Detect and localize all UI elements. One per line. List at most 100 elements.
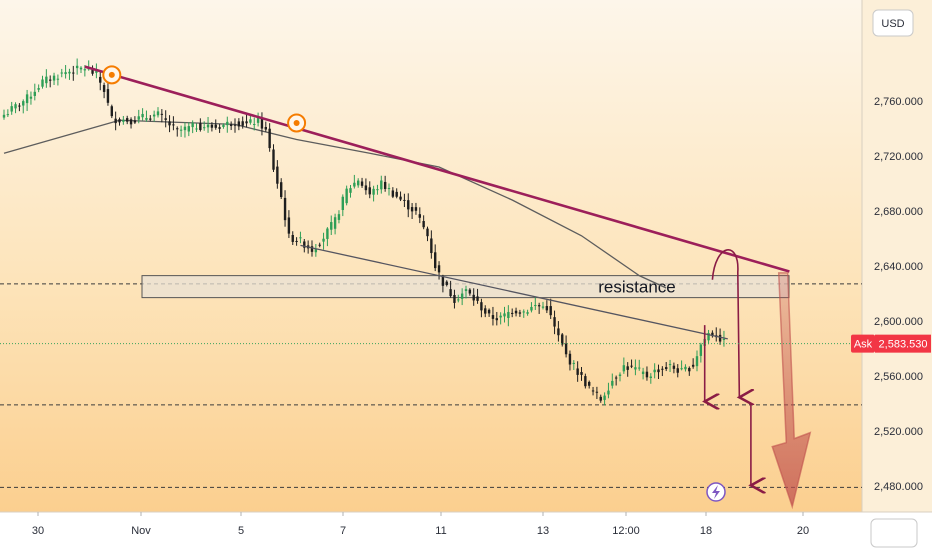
candle bbox=[630, 359, 633, 369]
current-price-value: 2,583.530 bbox=[879, 339, 928, 351]
candle bbox=[199, 118, 202, 132]
candle bbox=[407, 193, 410, 218]
candle bbox=[283, 190, 287, 227]
currency-label: USD bbox=[881, 18, 904, 30]
candle bbox=[626, 362, 629, 377]
candle bbox=[337, 210, 341, 224]
curved-arrow[interactable] bbox=[711, 249, 739, 398]
lightning-icon[interactable] bbox=[706, 482, 726, 502]
signal-marker-1[interactable] bbox=[287, 113, 307, 133]
candle bbox=[580, 366, 583, 381]
candle bbox=[79, 66, 83, 73]
candle bbox=[414, 202, 418, 215]
time-tick-label: 12:00 bbox=[612, 525, 640, 537]
time-tick-label: 7 bbox=[340, 525, 346, 537]
candle bbox=[172, 116, 175, 131]
candle bbox=[445, 280, 448, 287]
candle bbox=[665, 362, 668, 372]
candles-layer bbox=[2, 58, 726, 406]
time-tick-label: 18 bbox=[700, 525, 712, 537]
candle bbox=[256, 112, 260, 127]
candle bbox=[152, 110, 156, 122]
candle bbox=[588, 380, 591, 389]
price-tick-label: 2,480.000 bbox=[874, 481, 923, 493]
candle bbox=[60, 68, 63, 78]
candle bbox=[214, 119, 217, 130]
candle bbox=[453, 289, 456, 309]
candle bbox=[387, 183, 391, 196]
candle bbox=[33, 83, 36, 101]
candle bbox=[530, 302, 533, 313]
candle bbox=[661, 366, 664, 377]
candle bbox=[203, 121, 206, 131]
candle bbox=[476, 288, 479, 304]
candle bbox=[691, 358, 695, 369]
candle bbox=[553, 310, 556, 335]
axis-corner[interactable] bbox=[870, 518, 918, 548]
candle bbox=[364, 178, 368, 195]
candle bbox=[237, 118, 241, 131]
candle bbox=[707, 329, 710, 345]
candle bbox=[607, 382, 610, 399]
candle bbox=[206, 116, 210, 133]
time-tick-label: 5 bbox=[238, 525, 244, 537]
candle bbox=[349, 185, 352, 198]
ask-label: Ask bbox=[854, 339, 873, 351]
candle bbox=[37, 84, 40, 93]
candle bbox=[179, 125, 183, 137]
candle bbox=[126, 115, 129, 125]
price-tick-label: 2,760.000 bbox=[874, 96, 923, 108]
candle bbox=[499, 312, 502, 325]
candle bbox=[260, 112, 264, 136]
time-tick-label: 20 bbox=[797, 525, 809, 537]
signal-marker-0[interactable] bbox=[102, 65, 122, 85]
candle bbox=[430, 230, 433, 259]
candle bbox=[634, 359, 637, 376]
candle bbox=[410, 203, 414, 220]
candle bbox=[233, 118, 237, 133]
candle bbox=[649, 373, 652, 384]
candle bbox=[503, 306, 506, 323]
current-price-badge: 2,583.530 bbox=[875, 334, 931, 353]
candle bbox=[676, 364, 679, 378]
candle bbox=[133, 116, 137, 124]
candle bbox=[572, 360, 575, 370]
candle bbox=[137, 109, 140, 124]
candle bbox=[106, 81, 110, 106]
candle bbox=[110, 104, 113, 119]
candle bbox=[322, 232, 325, 250]
candle bbox=[522, 309, 525, 318]
candle bbox=[434, 244, 437, 272]
time-tick-label: 11 bbox=[435, 525, 446, 537]
currency-button[interactable]: USD bbox=[872, 9, 914, 37]
candle bbox=[149, 115, 152, 122]
candle bbox=[45, 69, 48, 88]
candle bbox=[460, 288, 464, 306]
candle bbox=[472, 288, 475, 306]
trendline-main-resistance[interactable] bbox=[84, 65, 790, 273]
candle bbox=[218, 124, 221, 133]
price-tick-label: 2,680.000 bbox=[874, 206, 923, 218]
candle bbox=[253, 117, 256, 131]
candle bbox=[333, 213, 337, 235]
trendline-lower-trendline[interactable] bbox=[300, 244, 728, 340]
time-tick-label: 30 bbox=[32, 525, 44, 537]
candle bbox=[576, 361, 579, 382]
candle bbox=[168, 115, 171, 133]
candle bbox=[564, 335, 568, 358]
candle bbox=[164, 110, 167, 128]
candle bbox=[272, 144, 275, 172]
price-tick-label: 2,520.000 bbox=[874, 426, 923, 438]
big-down-arrow[interactable] bbox=[771, 272, 812, 510]
candle bbox=[191, 120, 194, 134]
candle bbox=[403, 193, 406, 208]
time-axis-ticks: 30 Nov 5 7 11 13 12:00 18 20 bbox=[32, 512, 809, 537]
candle bbox=[360, 177, 364, 188]
candle bbox=[14, 102, 17, 114]
candle bbox=[383, 175, 387, 192]
candle bbox=[345, 185, 348, 206]
candle bbox=[64, 65, 67, 79]
resistance-label: resistance bbox=[598, 278, 675, 297]
candle bbox=[557, 321, 560, 342]
